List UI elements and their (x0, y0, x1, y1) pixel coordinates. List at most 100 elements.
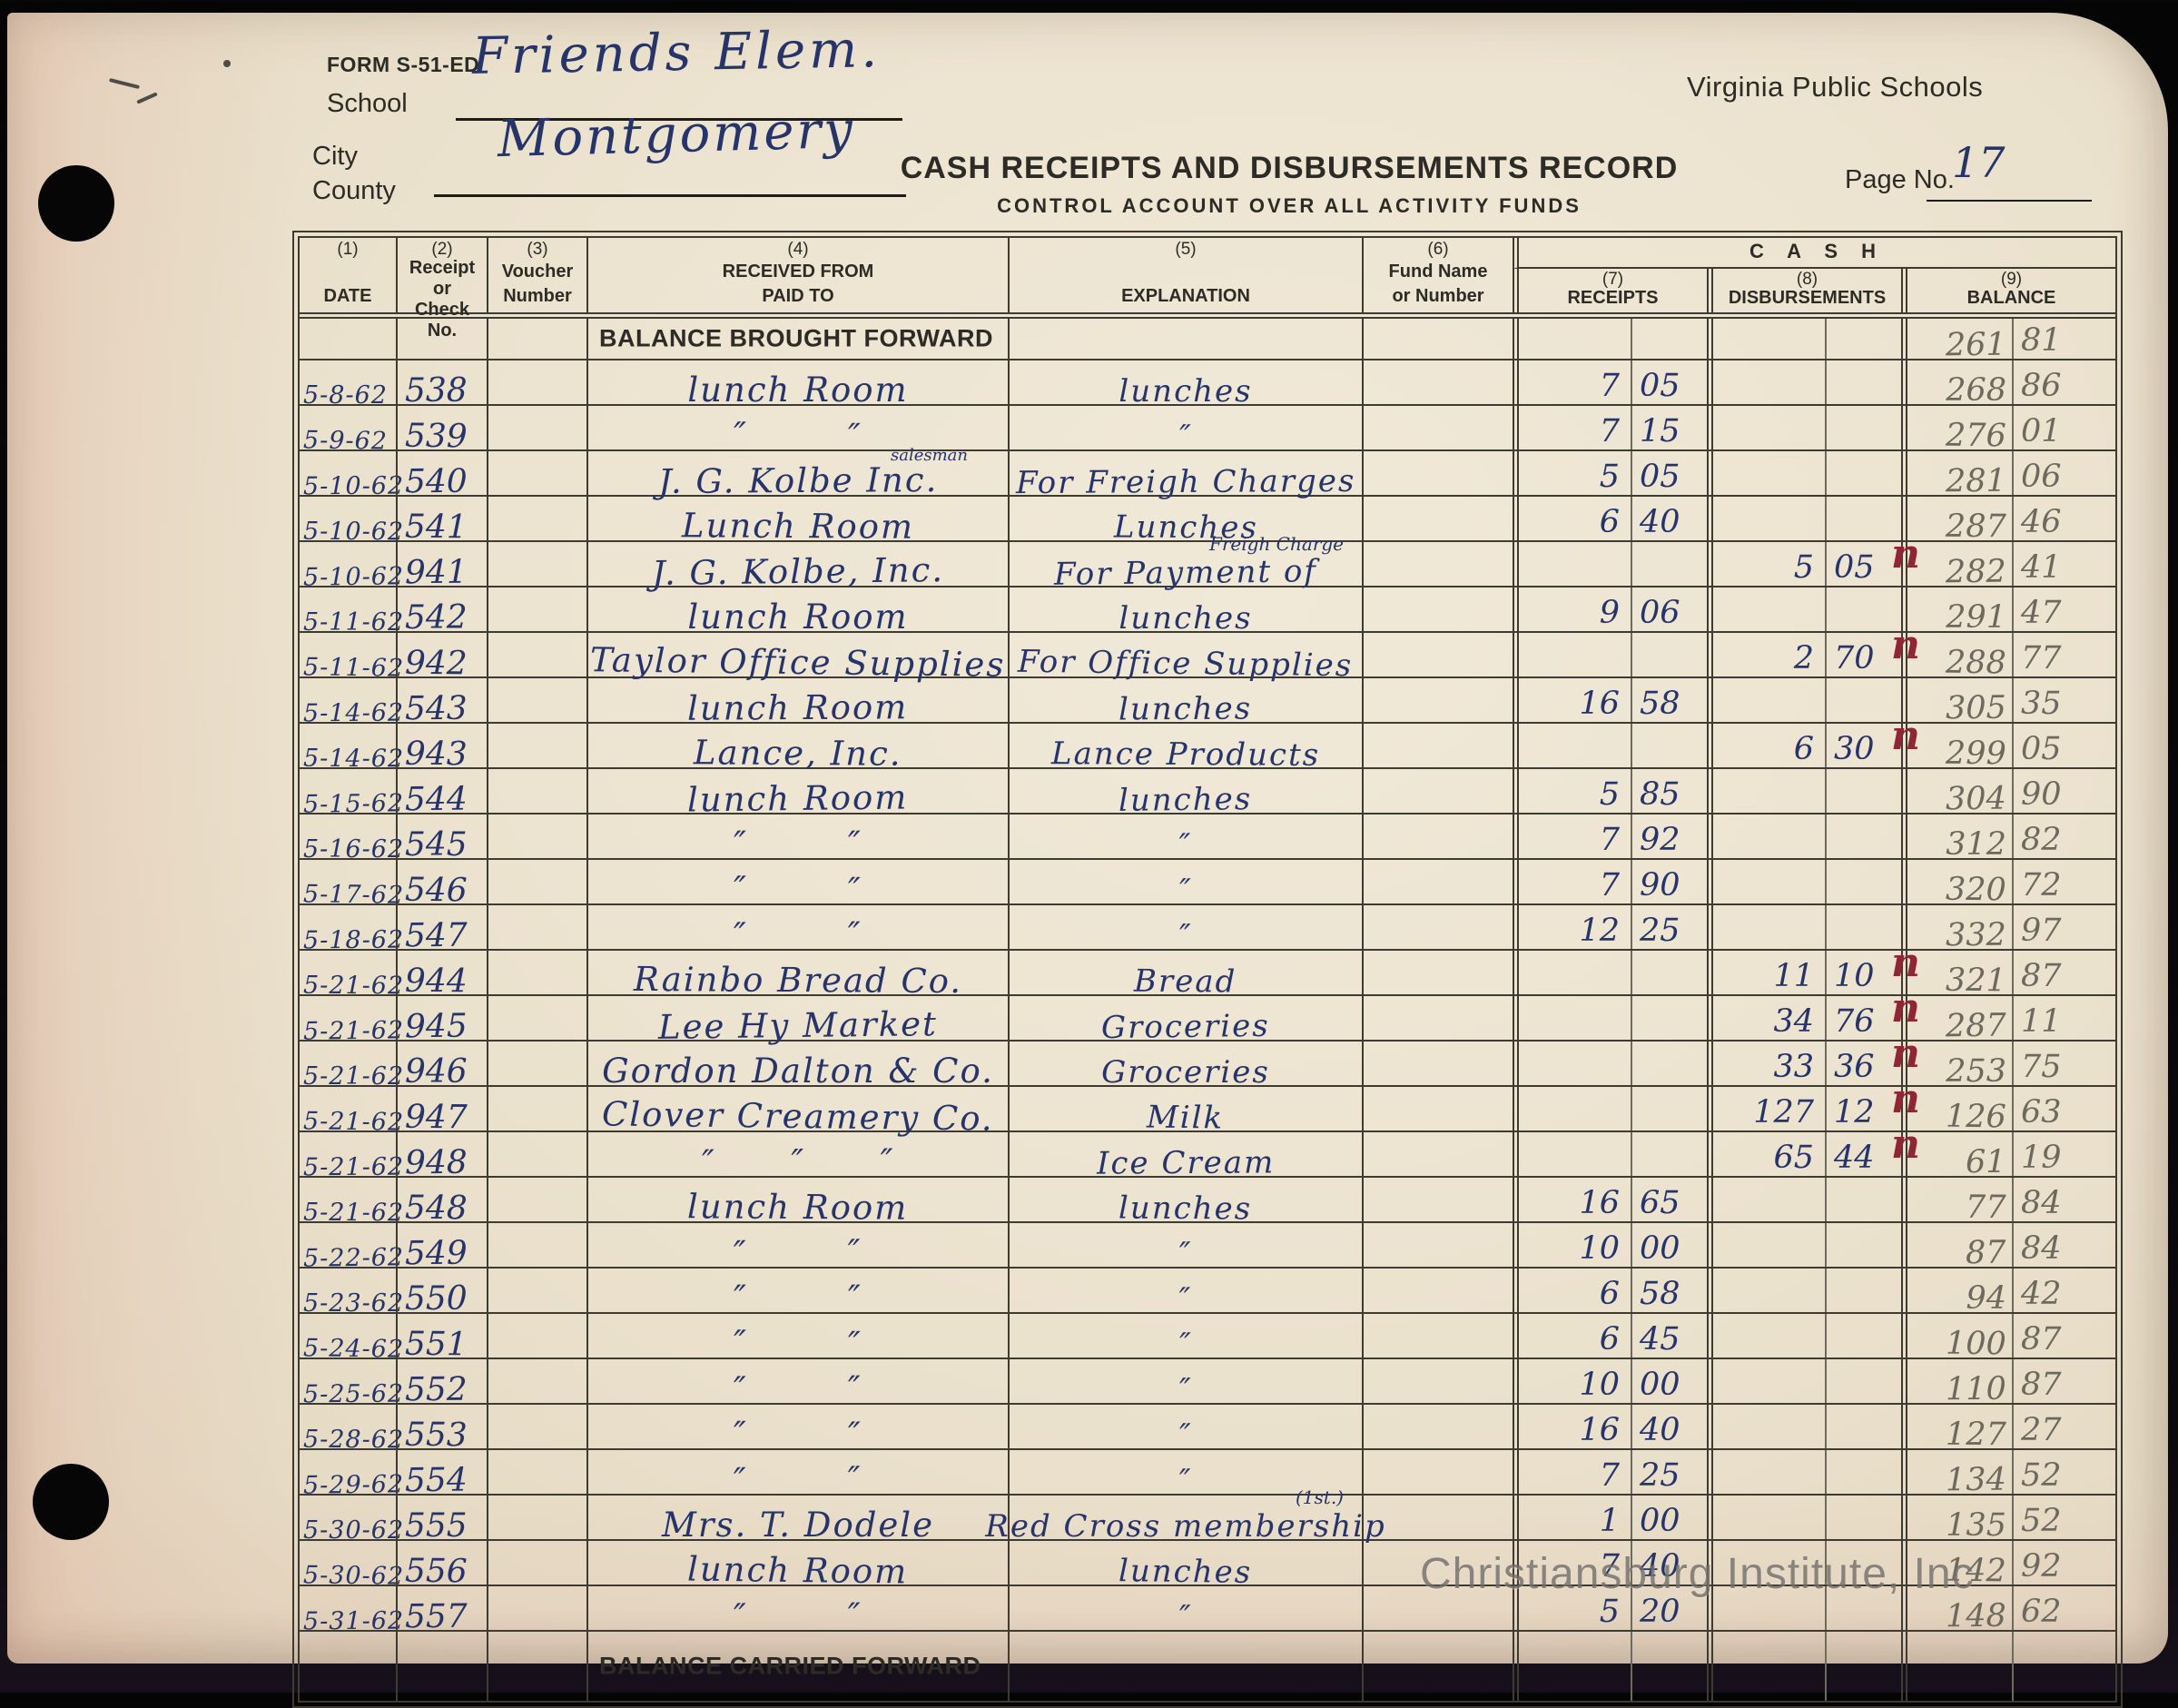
table-row: 5-23-62 550 ″ ″ ″ 6 58 94 42 (300, 1269, 2115, 1318)
table-row: 5-22-62 549 ″ ″ ″ 10 00 87 84 (300, 1223, 2115, 1273)
balance-dollars-handwriting: 321 (1946, 962, 2007, 1000)
cell-received-from: Rainbo Bread Co. (586, 951, 1008, 1001)
header-fund-l2: or Number (1392, 286, 1484, 306)
cell-receipt-dollars: 10 (1513, 1359, 1631, 1403)
cell-date: 5-21-62 (300, 1087, 405, 1136)
cell-received-from: ″ ″ (586, 1269, 1008, 1318)
check-no-handwriting: 540 (404, 462, 468, 501)
cell-receipt-dollars: 6 (1513, 1269, 1631, 1312)
page-number-underline (1927, 200, 2092, 202)
cell-fund (1362, 451, 1513, 495)
explanation-handwriting: lunches (1119, 600, 1253, 637)
cell-fund (1362, 1269, 1513, 1312)
cell-date: 5-11-62 (300, 587, 403, 637)
cell-disbursement-cents (1825, 1223, 1901, 1267)
cell-balance-cents: 97 (2012, 905, 2115, 949)
cell-received-from: lunch Room (586, 1541, 1008, 1591)
check-no-handwriting: 557 (404, 1597, 468, 1636)
cell-voucher (487, 1178, 586, 1221)
cell-check-no: 549 (396, 1223, 487, 1272)
cell-receipt-cents: 65 (1631, 1178, 1707, 1221)
cell-balance-cents (2012, 1632, 2115, 1701)
check-no-handwriting: 545 (405, 826, 468, 864)
pen-scribble (223, 60, 231, 67)
table-row: 5-11-62 942 Taylor Office Supplies For O… (300, 626, 2115, 685)
check-no-handwriting: 546 (404, 871, 468, 910)
header-receipts: (7) RECEIPTS (1513, 269, 1707, 312)
cell-voucher (487, 1132, 586, 1176)
cell-date: 5-28-62 (300, 1405, 404, 1455)
cell-disbursement-cents (1825, 815, 1901, 858)
cell-balance-cents: 84 (2012, 1178, 2115, 1221)
table-row: 5-11-62 542 lunch Room lunches 9 06 291 … (300, 587, 2115, 637)
cell-explanation: Milk (1008, 1087, 1362, 1137)
cell-date: 5-29-62 (300, 1450, 405, 1499)
cell-balance-cents: 52 (2012, 1450, 2115, 1494)
header-voucher-l1: Voucher (501, 262, 574, 281)
cell-date: 5-21-62 (300, 1132, 404, 1182)
cell-disbursement-dollars: 6 (1707, 724, 1825, 767)
cell-explanation: ″ (1008, 905, 1362, 954)
audit-check-mark: n (1891, 1031, 1920, 1077)
received-from-annotation: salesman (890, 446, 968, 465)
cell-explanation: ″ (1008, 1359, 1362, 1408)
date-handwriting: 5-30-62 (303, 1516, 405, 1545)
cell-disbursement-cents: 30 (1825, 724, 1901, 767)
cell-balance-dollars (1901, 1632, 2012, 1701)
cell-disbursement-dollars: 65 (1707, 1132, 1825, 1176)
check-no-handwriting: 538 (405, 372, 468, 410)
cell-receipt-cents: 00 (1631, 1496, 1707, 1539)
explanation-handwriting: ″ (1178, 917, 1193, 955)
cell-receipt-dollars: 6 (1513, 1314, 1631, 1358)
received-from-handwriting: Mrs. T. Dodele (661, 1506, 935, 1545)
cell-received-from: Taylor Office Supplies (586, 633, 1008, 685)
check-no-handwriting: 553 (404, 1416, 468, 1455)
cell-receipt-dollars: 16 (1513, 1178, 1631, 1221)
cell-received-from: ″ ″ (586, 815, 1008, 864)
county-label: County (312, 176, 396, 205)
balance-dollars-handwriting: 320 (1945, 871, 2007, 909)
cell-check-no: 546 (396, 860, 487, 909)
cell-voucher (487, 1314, 586, 1358)
table-row: 5-21-62 548 lunch Room lunches 16 65 77 … (300, 1178, 2115, 1228)
explanation-handwriting: ″ (1178, 1235, 1193, 1273)
balance-dollars-handwriting: 287 (1946, 508, 2007, 546)
cell-disbursement-cents (1825, 1496, 1901, 1539)
cell-disbursement-dollars (1707, 406, 1825, 449)
table-row: 5-30-62 556 lunch Room lunches 7 40 142 … (300, 1541, 2115, 1591)
cell-date: 5-21-62 (300, 1042, 403, 1091)
cell-date: 5-23-62 (300, 1269, 403, 1318)
header-explanation-num: (5) (1175, 240, 1197, 259)
cell-balance-cents: 35 (2012, 678, 2115, 722)
cell-fund (1362, 360, 1513, 404)
explanation-handwriting: ″ (1178, 1417, 1193, 1455)
ledger-table: (1) DATE (2) Receipt or Check No. (3) Vo… (298, 236, 2117, 1703)
cell-received-from: BALANCE CARRIED FORWARD (586, 1632, 1008, 1701)
cell-disbursement-dollars (1707, 497, 1825, 540)
received-from-handwriting: lunch Room (687, 1549, 909, 1592)
cell-disbursement-dollars: 34 (1707, 996, 1825, 1040)
cell-disbursement-dollars (1707, 1632, 1825, 1701)
cell-fund (1362, 542, 1513, 586)
balance-dollars-handwriting: 126 (1945, 1098, 2007, 1136)
explanation-handwriting: Red Cross membership (985, 1508, 1386, 1545)
cell-disbursement-cents: 36 (1825, 1042, 1901, 1085)
cell-date: 5-31-62 (300, 1586, 404, 1636)
cell-receipt-dollars: 12 (1513, 905, 1631, 949)
cell-fund (1362, 860, 1513, 903)
ledger-table-frame: (1) DATE (2) Receipt or Check No. (3) Vo… (292, 231, 2123, 1708)
cell-balance-cents: 87 (2012, 1314, 2115, 1358)
balance-dollars-handwriting: 288 (1945, 644, 2007, 682)
cell-receipt-dollars (1513, 1132, 1631, 1176)
balance-dollars-handwriting: 135 (1946, 1507, 2006, 1544)
balance-dollars-handwriting: 127 (1946, 1416, 2007, 1454)
cell-balance-cents: 42 (2012, 1269, 2115, 1312)
cell-disbursement-cents (1825, 1178, 1901, 1221)
header-date-label: DATE (323, 286, 372, 306)
balance-dollars-handwriting: 291 (1946, 599, 2006, 636)
cell-explanation: Lance Products (1008, 724, 1362, 774)
table-row: 5-21-62 948 ″ ″ ″ Ice Cream 65 44 n 61 1… (300, 1125, 2115, 1182)
cell-voucher (487, 587, 586, 631)
balance-dollars-handwriting: 61 (1966, 1143, 2007, 1181)
cell-explanation: ″ (1008, 1314, 1362, 1363)
